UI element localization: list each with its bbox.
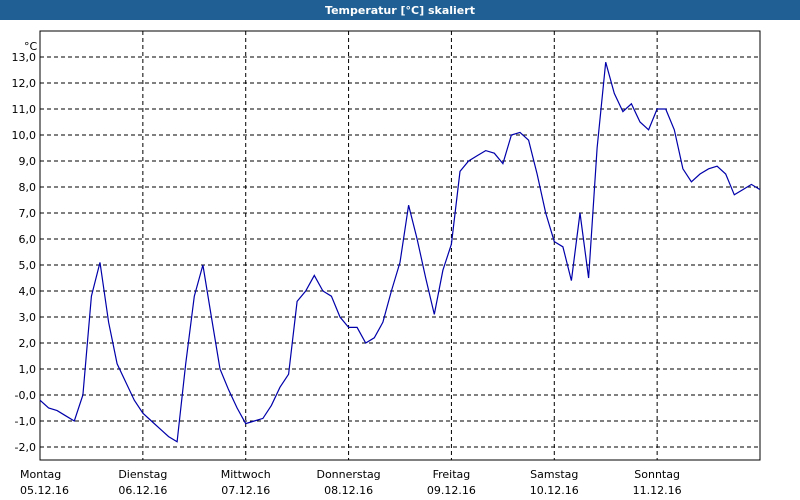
x-day-label: Mittwoch — [221, 468, 271, 481]
x-date-label: 09.12.16 — [427, 484, 476, 497]
y-tick-label: 5,0 — [19, 259, 37, 272]
y-tick-label: 9,0 — [19, 155, 37, 168]
y-tick-label: 3,0 — [19, 311, 37, 324]
y-tick-label: 13,0 — [12, 51, 37, 64]
x-day-label: Donnerstag — [316, 468, 380, 481]
y-unit: °C — [24, 40, 38, 53]
y-tick-label: 1,0 — [19, 363, 37, 376]
x-date-label: 07.12.16 — [221, 484, 270, 497]
y-tick-label: 2,0 — [19, 337, 37, 350]
y-tick-label: -2,0 — [15, 441, 36, 454]
x-date-label: 10.12.16 — [530, 484, 579, 497]
x-day-label: Dienstag — [118, 468, 167, 481]
x-day-label: Freitag — [433, 468, 471, 481]
x-date-label: 11.12.16 — [633, 484, 682, 497]
plot: -2,0 -1,0 -0,0 1,0 2,0 3,0 4,0 5,0 6,0 7,0 8,0 9,0 1… — [12, 30, 761, 497]
window-title: Temperatur [°C] skaliert — [325, 4, 475, 17]
x-day-label: Montag — [20, 468, 61, 481]
x-day-label: Sonntag — [634, 468, 680, 481]
y-tick-label: 8,0 — [19, 181, 37, 194]
y-tick-label: 11,0 — [12, 103, 37, 116]
temperature-line — [39, 62, 761, 443]
x-date-label: 06.12.16 — [118, 484, 167, 497]
y-tick-label: 10,0 — [12, 129, 37, 142]
x-date-label: 08.12.16 — [324, 484, 373, 497]
plot-border — [39, 30, 761, 461]
x-date-label: 05.12.16 — [20, 484, 69, 497]
y-tick-label: 6,0 — [19, 233, 37, 246]
x-day-label: Samstag — [530, 468, 578, 481]
y-tick-label: 7,0 — [19, 207, 37, 220]
y-tick-label: -1,0 — [15, 415, 36, 428]
y-tick-label: -0,0 — [15, 389, 36, 402]
y-tick-label: 4,0 — [19, 285, 37, 298]
y-tick-label: 12,0 — [12, 77, 37, 90]
title-bar — [0, 0, 800, 20]
